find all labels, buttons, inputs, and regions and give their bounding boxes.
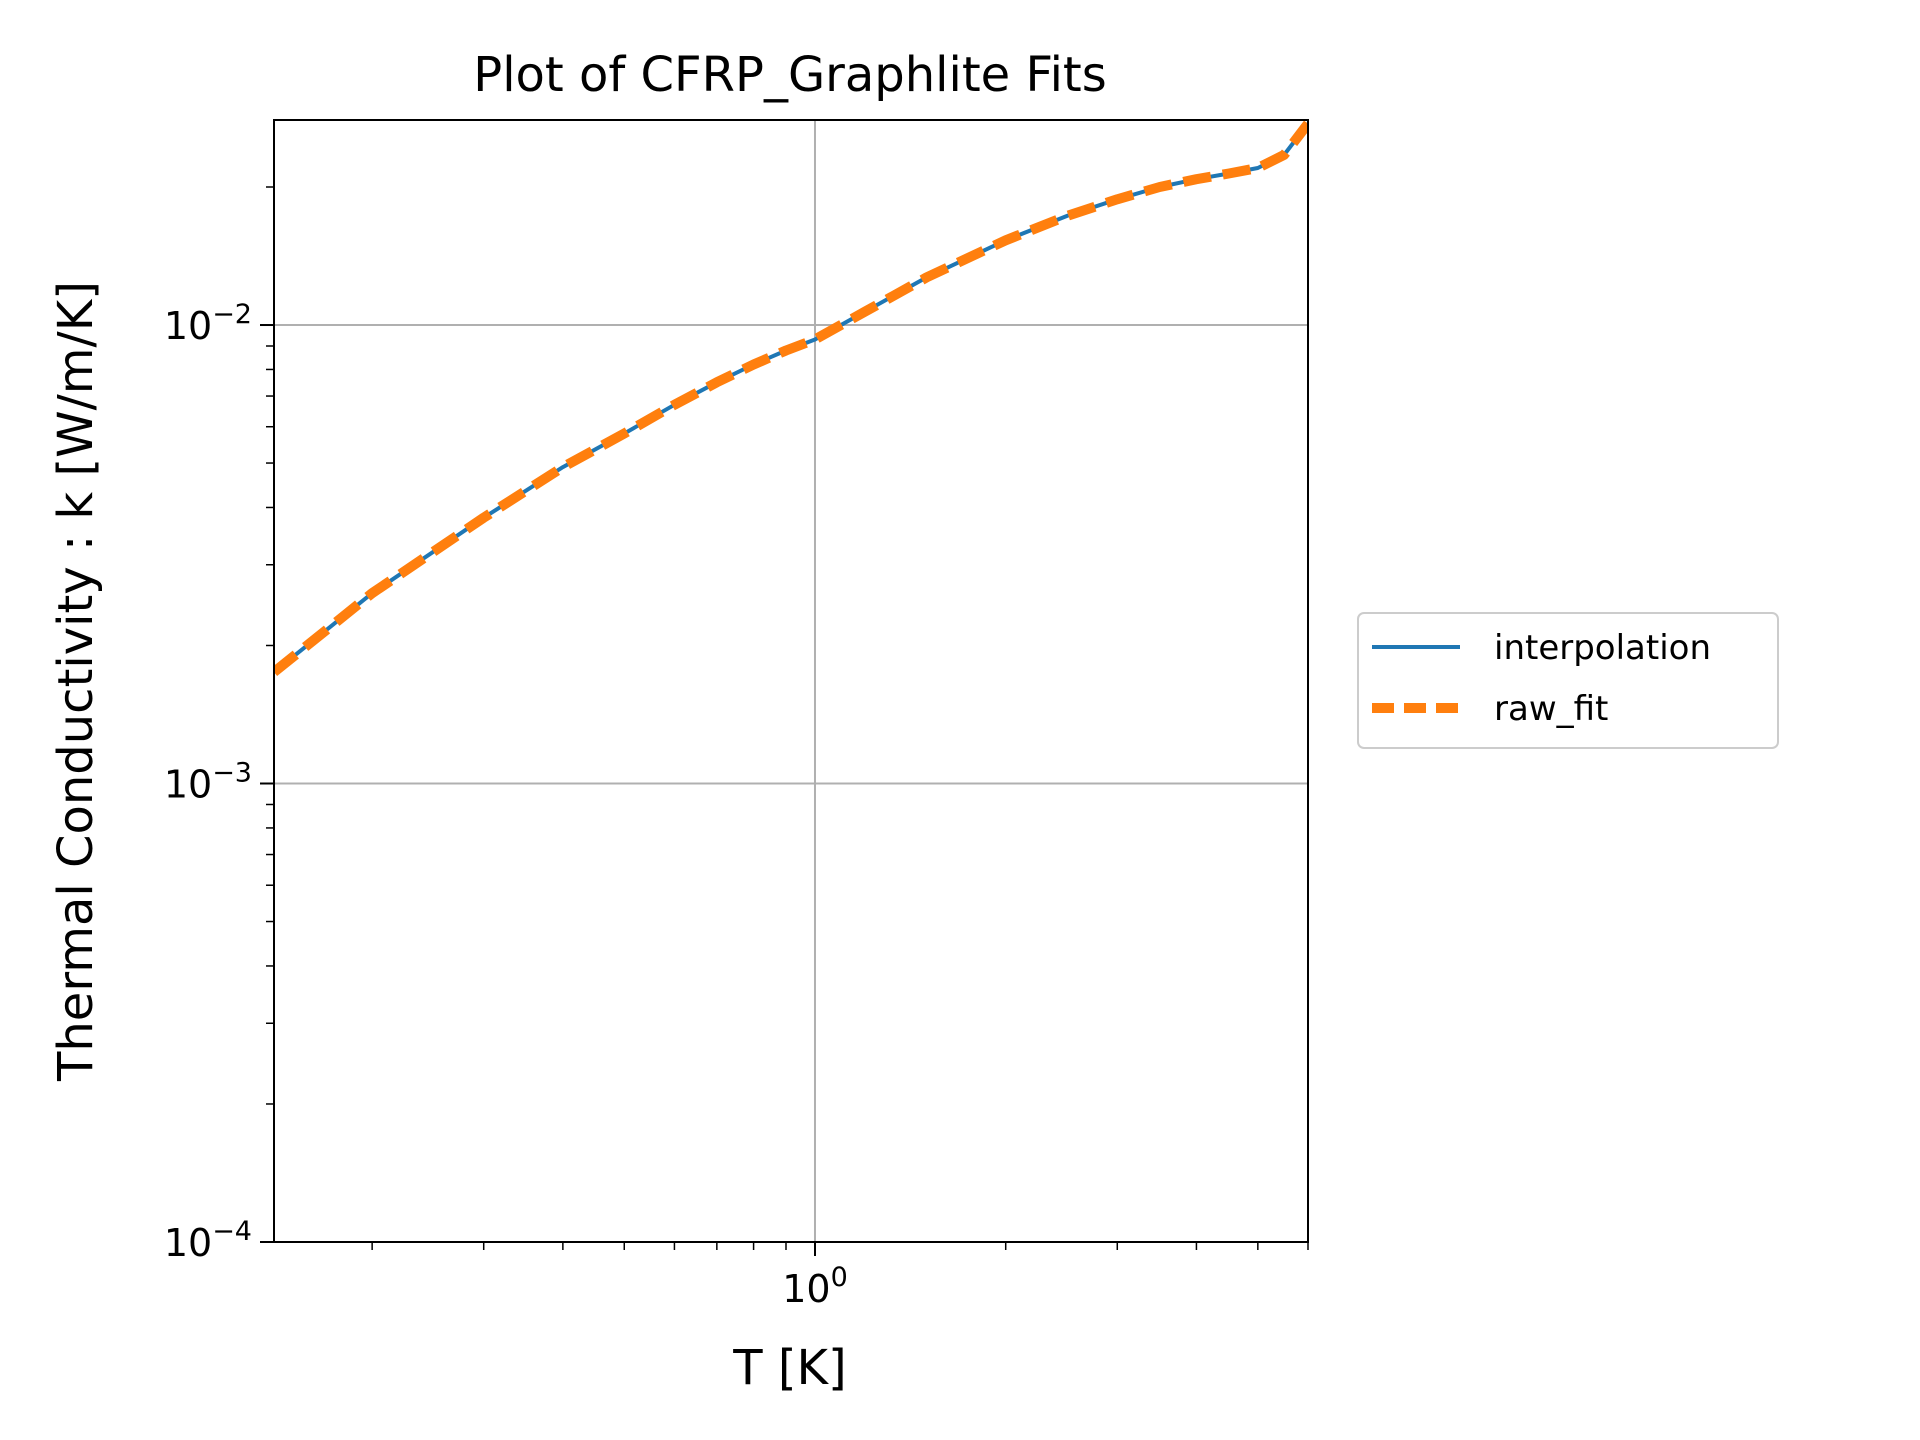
legend-frame	[1357, 612, 1779, 749]
legend: interpolation raw_fit	[1357, 612, 1779, 749]
x-tick-label-exponent: 0	[831, 1262, 848, 1293]
y-tick-label: 10−2	[164, 299, 252, 348]
series-layer	[274, 120, 1308, 676]
grid	[274, 120, 1308, 1242]
plot-frame	[273, 119, 1309, 1243]
series-line-raw-fit	[274, 120, 1308, 676]
y-tick-label-base: 10	[164, 1221, 212, 1265]
x-tick-label-base: 10	[782, 1267, 830, 1311]
y-tick-label: 10−3	[164, 758, 252, 807]
y-tick-label-base: 10	[164, 304, 212, 348]
y-tick-label-exponent: −2	[212, 299, 252, 330]
y-tick-label: 10−4	[164, 1216, 252, 1265]
x-axis-label: T [K]	[732, 1340, 847, 1396]
chart-title: Plot of CFRP_Graphlite Fits	[473, 47, 1106, 103]
y-tick-label-base: 10	[164, 763, 212, 807]
y-tick-label-exponent: −4	[212, 1216, 252, 1247]
x-tick-label: 100	[782, 1262, 848, 1311]
y-axis-label: Thermal Conductivity : k [W/m/K]	[48, 281, 104, 1082]
legend-label-interpolation: interpolation	[1494, 628, 1711, 668]
series-line-interpolation	[274, 122, 1308, 674]
legend-label-raw-fit: raw_fit	[1494, 689, 1608, 729]
y-tick-label-exponent: −3	[212, 758, 252, 789]
